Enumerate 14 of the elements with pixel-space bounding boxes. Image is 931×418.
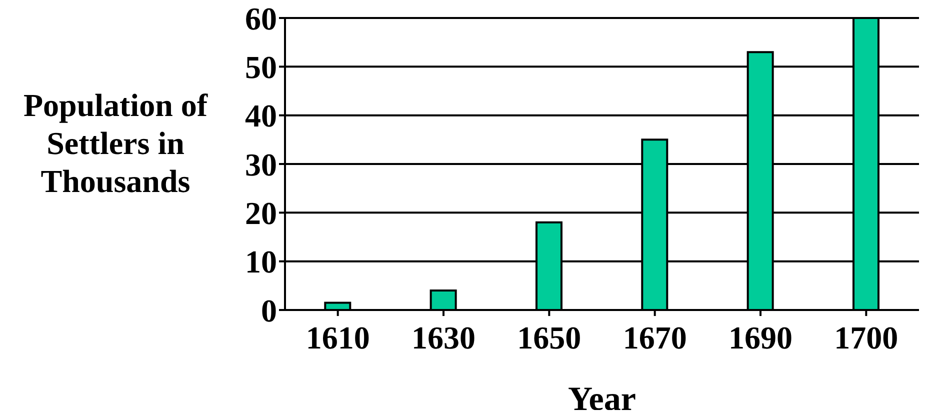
x-tick-label: 1630 [412,320,476,356]
y-tick-label: 0 [261,292,277,328]
y-tick-label: 40 [245,98,277,134]
x-tick-label: 1700 [834,320,898,356]
y-tick-label: 10 [245,244,277,280]
x-tick-label: 1610 [306,320,370,356]
y-tick-label: 50 [245,49,277,86]
x-tick-label: 1670 [622,320,687,356]
x-tick-label: 1690 [728,320,792,356]
y-tick-label: 60 [245,0,277,36]
y-tick-label: 30 [245,146,277,182]
y-axis-title: Population of Settlers in Thousands [22,86,209,200]
y-tick-label: 20 [245,195,277,232]
x-tick-label: 1650 [517,320,582,356]
